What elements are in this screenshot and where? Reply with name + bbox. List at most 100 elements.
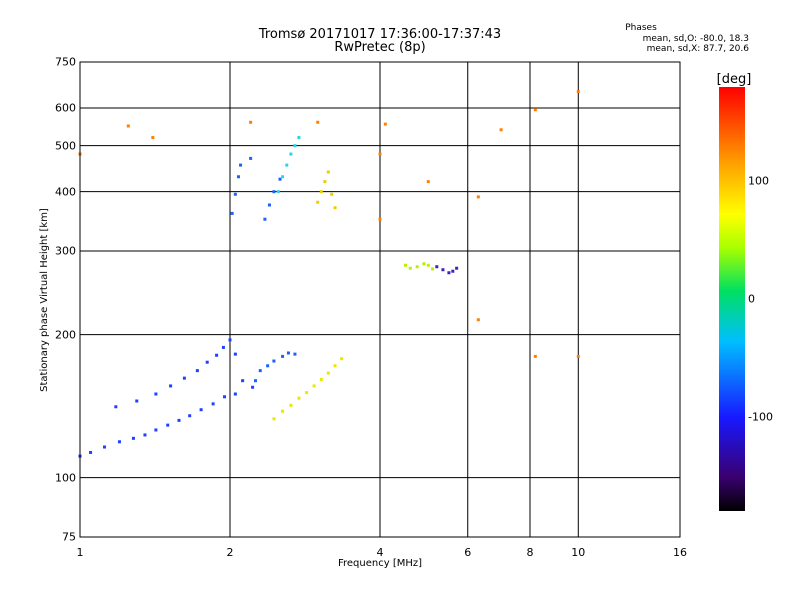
data-point <box>221 345 225 349</box>
data-point <box>211 402 215 406</box>
data-point <box>151 136 155 140</box>
data-point <box>312 384 316 388</box>
data-point <box>239 163 243 167</box>
data-point <box>383 122 387 126</box>
data-point <box>233 192 237 196</box>
data-point <box>215 353 219 357</box>
data-point <box>253 379 257 383</box>
data-point <box>426 180 430 184</box>
data-point <box>114 405 118 409</box>
y-tick-label: 75 <box>62 530 76 544</box>
data-point <box>233 392 237 396</box>
y-tick-label: 400 <box>55 185 76 199</box>
data-point <box>272 190 276 194</box>
data-point <box>177 418 181 422</box>
data-point <box>188 414 192 418</box>
data-point <box>293 144 297 148</box>
data-point <box>135 399 139 403</box>
data-point <box>340 357 344 361</box>
y-tick-label: 500 <box>55 139 76 153</box>
data-point <box>249 156 253 160</box>
data-point <box>263 217 267 221</box>
colorbar-tick-label: 0 <box>748 292 755 306</box>
data-point <box>297 136 301 140</box>
colorbar-label: [deg] <box>716 72 752 87</box>
data-point <box>272 359 276 363</box>
data-point <box>249 120 253 124</box>
data-point <box>154 392 158 396</box>
x-tick-label: 4 <box>376 546 384 559</box>
data-point <box>89 450 93 454</box>
colorbar <box>719 87 745 511</box>
grid-lines <box>80 62 680 537</box>
data-point <box>182 376 186 380</box>
data-point <box>476 195 480 199</box>
data-point <box>415 265 419 269</box>
data-point <box>258 369 262 373</box>
data-point <box>326 170 330 174</box>
data-point <box>297 396 301 400</box>
data-point <box>441 268 445 272</box>
data-point <box>131 436 135 440</box>
data-point <box>272 417 276 421</box>
data-point <box>281 409 285 413</box>
data-point <box>378 217 382 221</box>
data-point <box>378 152 382 156</box>
data-point <box>126 124 130 128</box>
data-point <box>205 360 209 364</box>
data-point <box>476 318 480 322</box>
data-point <box>319 377 323 381</box>
x-axis-label: Frequency [MHz] <box>337 558 423 569</box>
data-point <box>251 385 255 389</box>
data-point <box>276 190 280 194</box>
data-point <box>281 175 285 179</box>
y-tick-label: 200 <box>55 328 76 342</box>
colorbar-tick-label: 100 <box>748 174 769 188</box>
data-point <box>223 395 227 399</box>
data-point <box>533 108 537 112</box>
colorbar-tick-label: -100 <box>748 410 773 424</box>
data-point <box>576 354 580 358</box>
data-point <box>435 265 439 269</box>
data-point <box>233 352 237 356</box>
data-point <box>267 203 271 207</box>
data-point <box>408 266 412 270</box>
data-point <box>278 177 282 181</box>
x-tick-label: 2 <box>226 546 234 559</box>
data-point <box>330 192 334 196</box>
data-point <box>499 128 503 132</box>
phase-stats-x: mean, sd,X: 87.7, 20.6 <box>646 44 749 54</box>
data-point <box>289 152 293 156</box>
data-point <box>154 428 158 432</box>
data-point <box>316 120 320 124</box>
data-point <box>230 211 234 215</box>
x-tick-label: 6 <box>464 546 472 559</box>
data-point <box>576 90 580 94</box>
data-point <box>195 369 199 373</box>
data-point <box>285 163 289 167</box>
data-point <box>403 263 407 267</box>
data-point <box>451 269 455 273</box>
data-point <box>103 445 107 449</box>
data-point <box>143 433 147 437</box>
data-point <box>289 403 293 407</box>
data-point <box>117 440 121 444</box>
data-point <box>266 364 270 368</box>
data-point <box>333 206 337 210</box>
y-tick-label: 100 <box>55 471 76 485</box>
plot-frame <box>79 61 681 538</box>
y-tick-label: 300 <box>55 244 76 258</box>
data-point <box>422 262 426 266</box>
data-point <box>236 175 240 179</box>
chart-title: Tromsø 20171017 17:36:00-17:37:43 <box>258 27 502 42</box>
x-tick-label: 10 <box>571 546 586 559</box>
x-tick-label: 8 <box>526 546 534 559</box>
phase-stats-heading: Phases <box>625 23 657 33</box>
data-point <box>316 200 320 204</box>
data-point <box>228 338 232 342</box>
data-point <box>455 266 459 270</box>
data-point <box>305 391 309 395</box>
data-point <box>533 354 537 358</box>
data-point <box>281 354 285 358</box>
